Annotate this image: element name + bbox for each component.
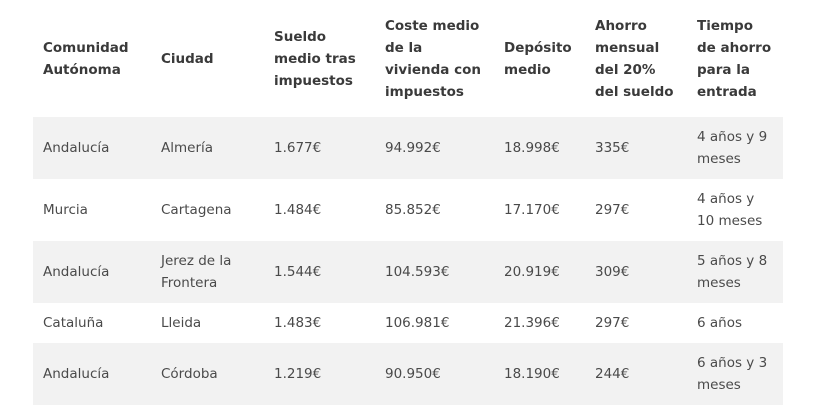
header-deposito: Depósito medio bbox=[504, 39, 572, 78]
cell-comunidad: Murcia bbox=[43, 202, 88, 218]
cell-deposito: 18.998€ bbox=[494, 117, 585, 179]
table-row: Cataluña Lleida 1.483€ 106.981€ 21.396€ … bbox=[33, 303, 783, 343]
cell-tiempo: 6 años bbox=[697, 315, 743, 331]
cell-ciudad: Lleida bbox=[161, 315, 202, 331]
header-ciudad: Ciudad bbox=[161, 50, 214, 67]
table-row: Andalucía Almería 1.677€ 94.992€ 18.998€… bbox=[33, 117, 783, 179]
header-tiempo: Tiempo de ahorro para la entrada bbox=[697, 17, 772, 100]
cell-ahorro: 244€ bbox=[585, 343, 687, 405]
cell-ciudad: Córdoba bbox=[151, 343, 264, 405]
cell-coste: 106.981€ bbox=[385, 315, 450, 331]
cell-ciudad: Almería bbox=[151, 117, 264, 179]
cell-tiempo: 6 años y 3 meses bbox=[687, 343, 783, 405]
cell-ahorro: 309€ bbox=[585, 241, 687, 303]
header-comunidad: Comunidad Autónoma bbox=[43, 39, 129, 78]
cell-sueldo: 1.483€ bbox=[274, 315, 322, 331]
cell-comunidad: Andalucía bbox=[33, 117, 151, 179]
cell-sueldo: 1.219€ bbox=[264, 343, 375, 405]
cell-sueldo: 1.544€ bbox=[264, 241, 375, 303]
table-row: Murcia Cartagena 1.484€ 85.852€ 17.170€ … bbox=[33, 179, 783, 241]
cell-ahorro: 297€ bbox=[595, 202, 630, 218]
cell-sueldo: 1.677€ bbox=[264, 117, 375, 179]
cell-deposito: 20.919€ bbox=[494, 241, 585, 303]
cell-ciudad: Cartagena bbox=[161, 202, 232, 218]
cell-tiempo: 4 años y 10 meses bbox=[697, 191, 763, 229]
housing-savings-table: Comunidad Autónoma Ciudad Sueldo medio t… bbox=[33, 0, 783, 405]
cell-coste: 94.992€ bbox=[375, 117, 494, 179]
cell-sueldo: 1.484€ bbox=[274, 202, 322, 218]
cell-ciudad: Jerez de la Frontera bbox=[151, 241, 264, 303]
table-header-row: Comunidad Autónoma Ciudad Sueldo medio t… bbox=[33, 0, 783, 117]
cell-comunidad: Cataluña bbox=[43, 315, 104, 331]
cell-coste: 90.950€ bbox=[375, 343, 494, 405]
table-row: Andalucía Córdoba 1.219€ 90.950€ 18.190€… bbox=[33, 343, 783, 405]
cell-deposito: 18.190€ bbox=[494, 343, 585, 405]
cell-coste: 85.852€ bbox=[385, 202, 441, 218]
cell-deposito: 17.170€ bbox=[504, 202, 560, 218]
cell-comunidad: Andalucía bbox=[33, 343, 151, 405]
cell-ahorro: 297€ bbox=[595, 315, 630, 331]
cell-deposito: 21.396€ bbox=[504, 315, 560, 331]
header-coste: Coste medio de la vivienda con impuestos bbox=[385, 17, 481, 100]
header-sueldo: Sueldo medio tras impuestos bbox=[274, 28, 356, 89]
cell-comunidad: Andalucía bbox=[33, 241, 151, 303]
cell-tiempo: 4 años y 9 meses bbox=[687, 117, 783, 179]
header-ahorro: Ahorro mensual del 20% del sueldo bbox=[595, 17, 674, 100]
cell-coste: 104.593€ bbox=[375, 241, 494, 303]
cell-tiempo: 5 años y 8 meses bbox=[687, 241, 783, 303]
table-row: Andalucía Jerez de la Frontera 1.544€ 10… bbox=[33, 241, 783, 303]
cell-ahorro: 335€ bbox=[585, 117, 687, 179]
